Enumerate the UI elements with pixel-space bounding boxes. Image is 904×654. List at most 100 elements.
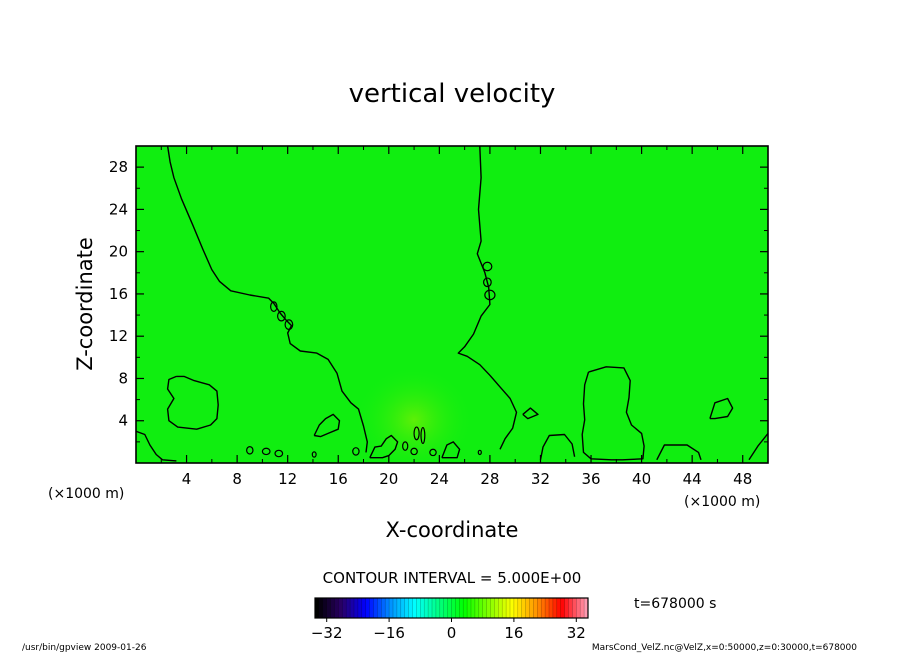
colorbar-cell (541, 598, 546, 618)
contour-interval: CONTOUR INTERVAL = 5.000E+00 (323, 569, 582, 587)
contour-bottom-cell-32 (539, 433, 576, 460)
warm-region (354, 365, 474, 463)
colorbar-cell (393, 598, 398, 618)
footer-right: MarsCond_VelZ.nc@VelZ,x=0:50000,z=0:3000… (592, 643, 857, 653)
footer-left: /usr/bin/gpview 2009-01-26 (22, 643, 147, 653)
colorbar-cell (342, 598, 347, 618)
colorbar-cell (350, 598, 355, 618)
colorbar-tick-label: 32 (567, 624, 586, 642)
y-tick-label: 20 (109, 243, 128, 261)
contour-left-cell (166, 375, 219, 430)
colorbar-cell (396, 598, 402, 618)
colorbar-cell (545, 598, 550, 618)
small-contour-7 (420, 426, 426, 445)
colorbar-cell (486, 598, 491, 618)
y-tick-labels: 4 8 12 16 20 24 28 (109, 158, 128, 430)
colorbar-cell (568, 598, 573, 618)
colorbar-cell (338, 598, 343, 618)
colorbar-cell (381, 598, 386, 618)
x-tick-label: 32 (531, 470, 550, 488)
colorbar-cell (560, 598, 565, 618)
small-contour-2 (284, 319, 294, 330)
colorbar-cell (556, 598, 561, 618)
x-tick-label: 48 (733, 470, 752, 488)
colorbar-cell (471, 598, 476, 618)
colorbar-cell (455, 598, 460, 618)
small-contour-9 (246, 445, 254, 455)
colorbar-cell (463, 598, 468, 618)
contour-bottom-cell-42 (656, 444, 702, 461)
colorbar-tick-label: −32 (311, 624, 343, 642)
colorbar-cell (549, 598, 554, 618)
colorbar-cell (373, 598, 378, 618)
contour-small-cell-31 (522, 407, 539, 420)
y-tick-label: 16 (109, 285, 128, 303)
small-contour-4 (483, 277, 492, 288)
colorbar-cell (564, 598, 569, 618)
x-tick-label: 4 (182, 470, 192, 488)
colorbar-cell (459, 598, 464, 618)
colorbar-cell (494, 598, 499, 618)
colorbar-cell (322, 598, 327, 618)
colorbar-cell (525, 598, 530, 618)
colorbar-cell (318, 598, 324, 618)
colorbar-cell (584, 598, 589, 618)
colorbar-cell (451, 598, 456, 618)
small-contour-13 (352, 447, 360, 456)
x-tick-labels: 4 8 12 16 20 24 28 32 36 40 44 48 (182, 470, 752, 488)
contour-cell-19 (369, 434, 399, 459)
colorbar-cell (521, 598, 526, 618)
colorbar-cell (537, 598, 542, 618)
contour-bottom-right-edge (748, 432, 768, 461)
colorbar-cell (467, 598, 472, 618)
time-label: t=678000 s (634, 596, 716, 612)
x-tick-label: 24 (430, 470, 449, 488)
axis-ticks (136, 146, 768, 463)
x-tick-label: 12 (278, 470, 297, 488)
colorbar-cell (447, 598, 452, 618)
x-tick-label: 36 (581, 470, 600, 488)
contour-right-cell (581, 366, 645, 461)
small-contour-14 (477, 449, 482, 456)
colorbar-cell (412, 598, 417, 618)
y-tick-label: 28 (109, 158, 128, 176)
colorbar-cell (482, 598, 487, 618)
x-unit-right: (×1000 m) (684, 494, 760, 510)
small-contour-15 (402, 441, 409, 451)
y-axis-label: Z-coordinate (73, 237, 97, 371)
colorbar-cell (474, 598, 480, 618)
x-tick-label: 40 (632, 470, 651, 488)
colorbar-cell (334, 598, 339, 618)
x-tick-label: 44 (683, 470, 702, 488)
colorbar-cell (533, 598, 538, 618)
colorbar-cell (517, 598, 522, 618)
small-contour-16 (429, 448, 437, 457)
small-contour-10 (261, 447, 271, 456)
colorbar-ticks: −32 −16 0 16 32 (311, 618, 586, 642)
colorbar-cell (326, 598, 331, 618)
colorbar-cell (330, 598, 335, 618)
colorbar-cell (435, 598, 441, 618)
colorbar-cell (377, 598, 382, 618)
colorbar-cell (315, 598, 320, 618)
colorbar-cell (420, 598, 425, 618)
x-axis-label: X-coordinate (386, 518, 519, 542)
plot-frame (135, 145, 769, 464)
small-contour-11 (274, 449, 284, 458)
colorbar-cell (478, 598, 483, 618)
contour-small-cell-45 (709, 397, 734, 420)
colorbar-cell (572, 598, 577, 618)
colorbar-cell (513, 598, 519, 618)
chart-title: vertical velocity (349, 79, 556, 109)
colorbar-cell (432, 598, 437, 618)
y-tick-label: 8 (118, 369, 128, 387)
contour-bottom-left-edge (136, 430, 177, 462)
colorbar-cell (510, 598, 515, 618)
small-contour-0 (270, 301, 278, 312)
colorbar-cell (346, 598, 351, 618)
colorbar-cell (389, 598, 394, 618)
small-contour-3 (482, 261, 493, 272)
colorbar: −32 −16 0 16 32 (311, 597, 589, 642)
colorbar-cell (443, 598, 448, 618)
small-contour-1 (277, 310, 286, 322)
